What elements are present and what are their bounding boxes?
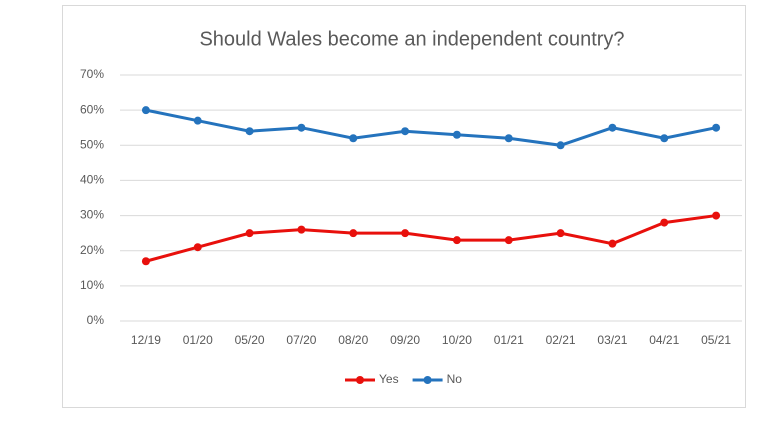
point-marker: [349, 134, 358, 143]
point-marker: [608, 239, 617, 248]
point-marker: [504, 134, 513, 143]
y-tick-label: 0%: [87, 313, 105, 327]
point-marker: [349, 229, 358, 238]
series-line: [145, 214, 717, 263]
point-marker: [193, 243, 202, 252]
point-marker: [608, 123, 617, 132]
y-tick-label: 30%: [80, 208, 104, 222]
point-marker: [504, 236, 513, 245]
legend-marker: [356, 376, 364, 384]
x-tick-label: 12/19: [131, 333, 161, 347]
point-marker: [297, 225, 306, 234]
point-marker: [245, 229, 254, 238]
legend-marker: [423, 376, 432, 384]
point-marker: [141, 257, 150, 266]
chart-title: Should Wales become an independent count…: [199, 28, 624, 50]
point-marker: [245, 127, 254, 136]
point-marker: [452, 236, 461, 245]
y-tick-label: 60%: [80, 102, 104, 116]
x-tick-label: 01/20: [183, 333, 213, 347]
chart-border: [62, 5, 746, 408]
legend-label: No: [447, 372, 463, 386]
legend-label: Yes: [379, 372, 399, 386]
x-tick-label: 07/20: [286, 333, 316, 347]
x-tick-label: 03/21: [597, 333, 627, 347]
x-tick-label: 01/21: [494, 333, 524, 347]
point-marker: [297, 123, 306, 132]
x-tick-label: 02/21: [546, 333, 576, 347]
y-tick-label: 50%: [80, 137, 104, 151]
point-marker: [401, 127, 410, 136]
x-tick-label: 05/20: [235, 333, 265, 347]
point-marker: [556, 229, 565, 238]
point-marker: [712, 123, 721, 132]
point-marker: [712, 211, 721, 220]
point-marker: [193, 116, 202, 125]
point-marker: [401, 229, 410, 238]
point-marker: [141, 106, 150, 115]
y-tick-label: 10%: [80, 278, 104, 292]
point-marker: [452, 130, 461, 139]
x-tick-label: 04/21: [649, 333, 679, 347]
y-tick-label: 70%: [80, 67, 104, 81]
x-tick-label: 05/21: [701, 333, 731, 347]
x-tick-label: 08/20: [338, 333, 368, 347]
x-tick-label: 10/20: [442, 333, 472, 347]
point-marker: [660, 218, 669, 227]
series-line: [145, 108, 717, 147]
point-marker: [556, 141, 565, 150]
y-tick-label: 40%: [80, 173, 104, 187]
point-marker: [660, 134, 669, 143]
x-tick-label: 09/20: [390, 333, 420, 347]
y-tick-label: 20%: [80, 243, 104, 257]
